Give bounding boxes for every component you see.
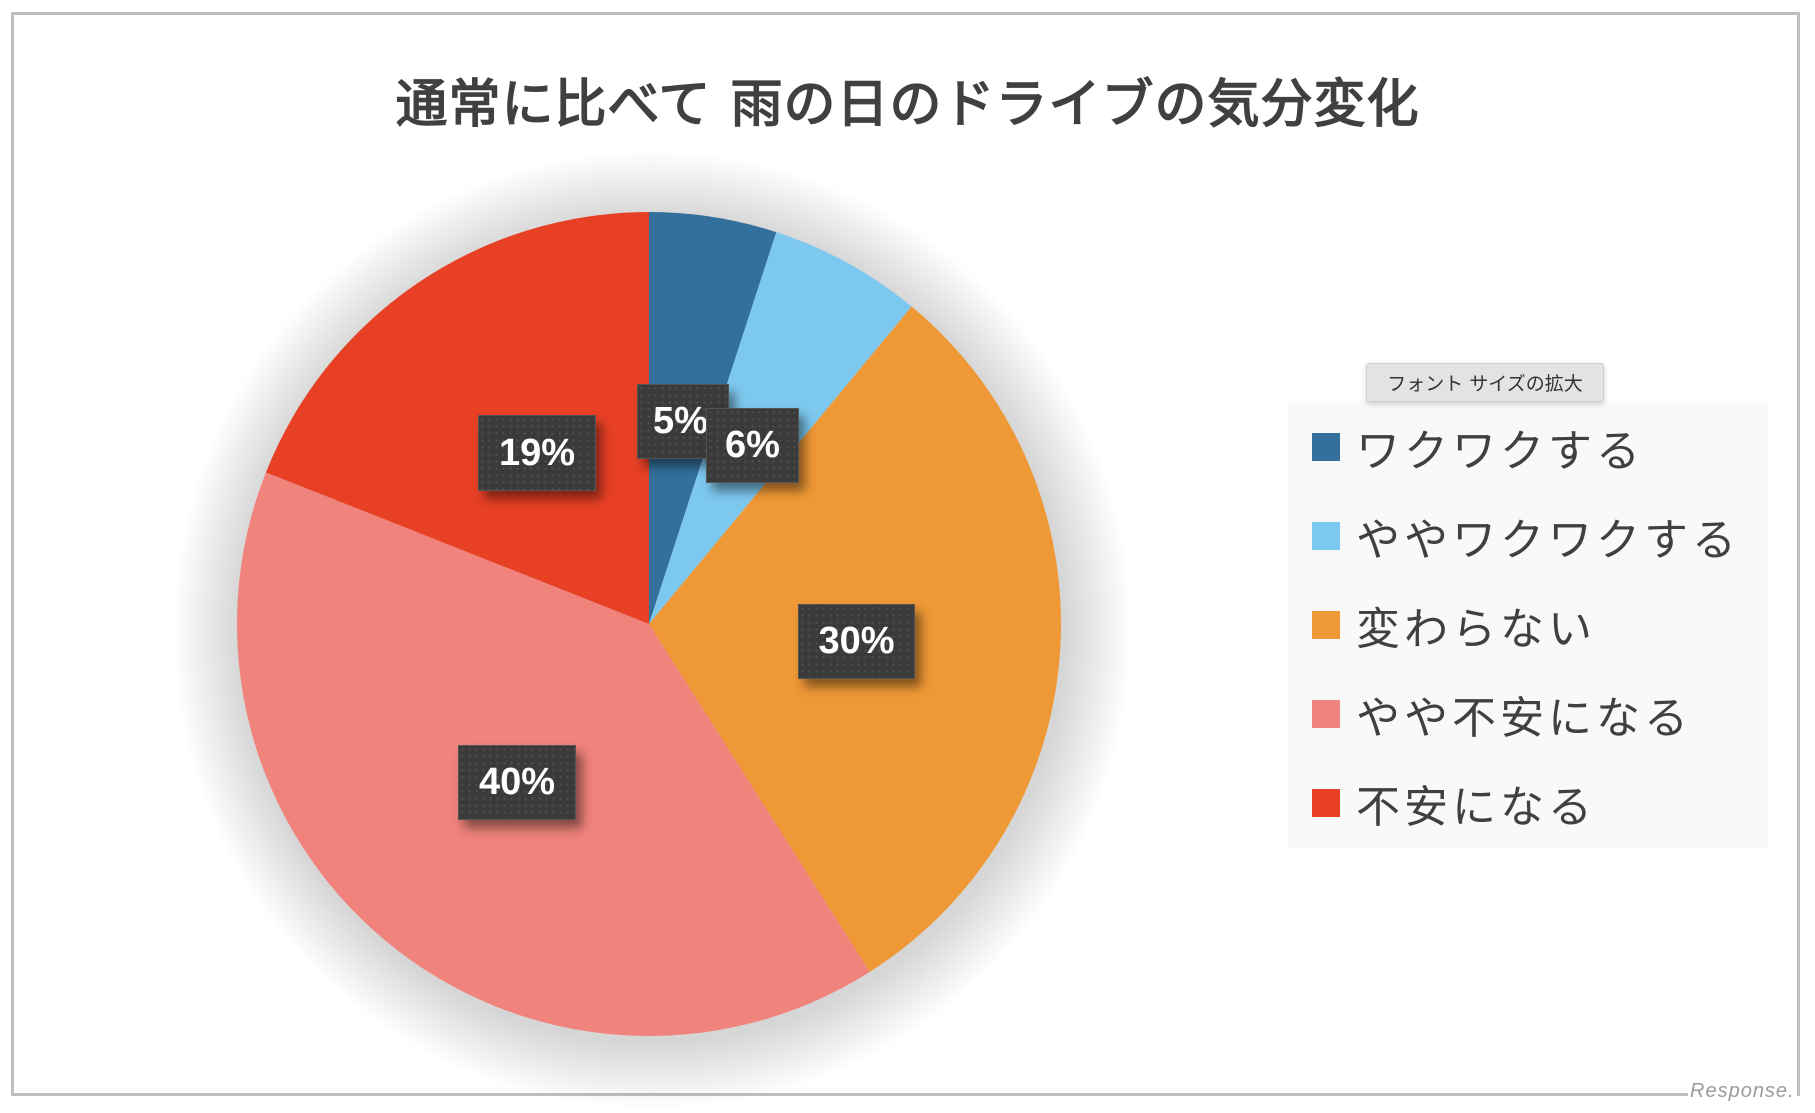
pie-slices: [237, 212, 1061, 1036]
legend-item-yaya-fuan[interactable]: やや不安になる: [1312, 684, 1692, 744]
legend-item-kawaranai[interactable]: 変わらない: [1312, 595, 1596, 655]
legend-label: 不安になる: [1356, 782, 1596, 833]
legend-swatch-icon: [1312, 611, 1340, 639]
tooltip-increase-font-size: フォント サイズの拡大: [1366, 363, 1604, 402]
pie-slice-4[interactable]: [265, 212, 649, 624]
response-watermark-logo: Response.: [1688, 1080, 1797, 1103]
legend-swatch-icon: [1312, 789, 1340, 817]
legend-item-yaya-wakuwaku[interactable]: ややワクワクする: [1312, 506, 1740, 566]
legend-swatch-icon: [1312, 433, 1340, 461]
chart-legend[interactable]: ワクワクする ややワクワクする 変わらない やや不安になる 不安になる: [1288, 401, 1768, 848]
chart-frame: [11, 12, 1800, 1096]
legend-label: やや不安になる: [1356, 693, 1692, 744]
legend-label: ややワクワクする: [1356, 515, 1740, 566]
legend-label: 変わらない: [1356, 604, 1596, 655]
legend-label: ワクワクする: [1356, 426, 1644, 477]
legend-swatch-icon: [1312, 700, 1340, 728]
legend-item-fuan[interactable]: 不安になる: [1312, 773, 1596, 833]
data-label-40pct: 40%: [458, 745, 576, 820]
legend-item-wakuwaku[interactable]: ワクワクする: [1312, 417, 1644, 477]
chart-title: 通常に比べて 雨の日のドライブの気分変化: [395, 75, 1420, 135]
data-label-30pct: 30%: [798, 604, 915, 679]
data-label-19pct: 19%: [478, 415, 596, 491]
legend-swatch-icon: [1312, 522, 1340, 550]
data-label-6pct: 6%: [706, 408, 799, 483]
